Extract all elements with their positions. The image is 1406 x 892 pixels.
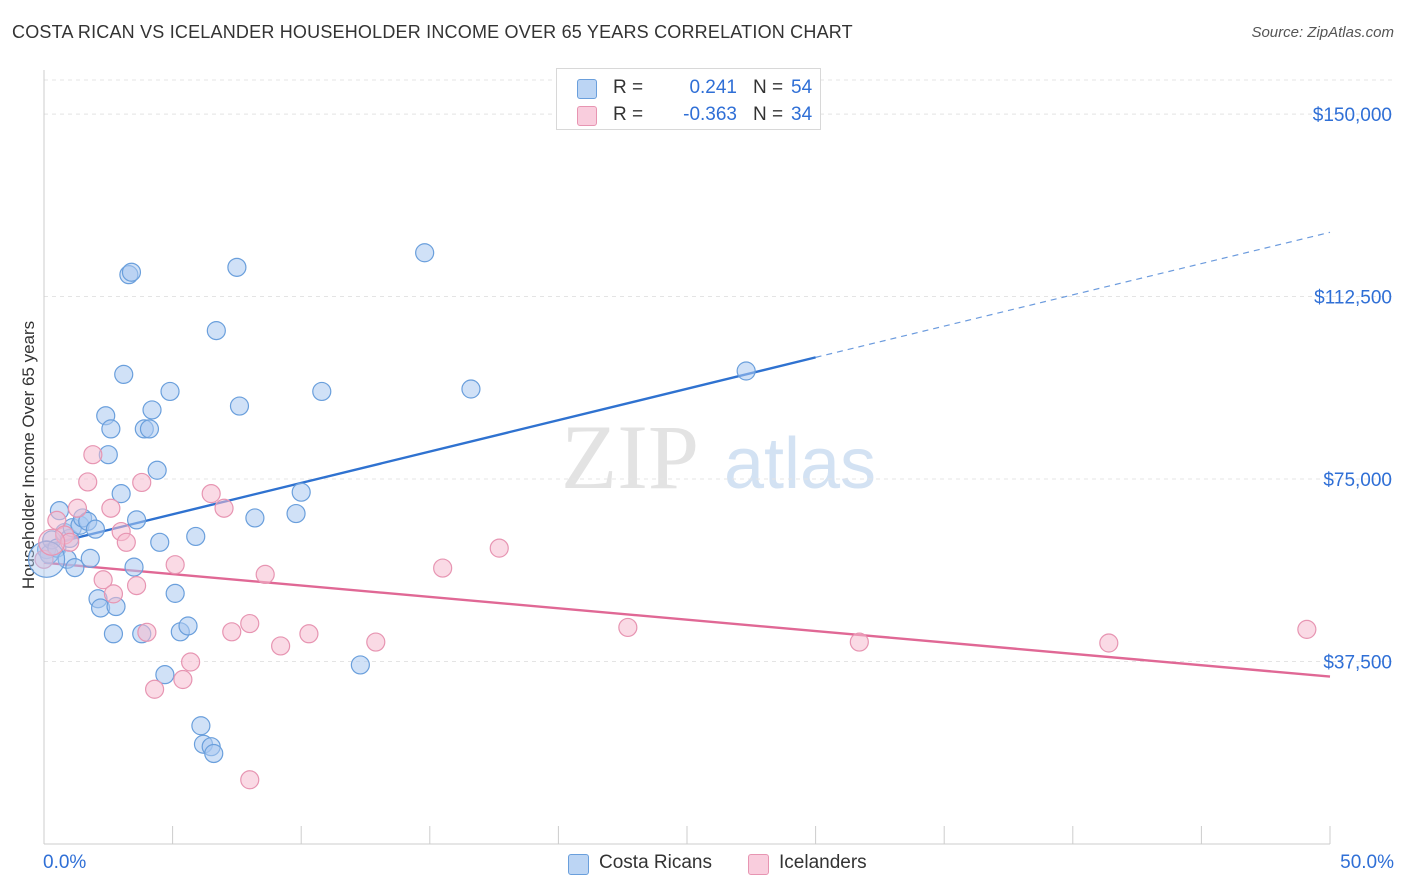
bottom-legend-label: Icelanders [779, 852, 867, 873]
icelanders-point [1297, 619, 1317, 639]
watermark: ZIP atlas [561, 406, 876, 508]
costa-ricans-point [147, 460, 167, 480]
y-tick-labels: $37,500 $75,000 $112,500 $150,000 [1313, 105, 1392, 673]
icelanders-point [116, 532, 136, 552]
icelanders-point [83, 445, 103, 465]
icelanders-point [1099, 633, 1119, 653]
source-label: Source: ZipAtlas.com [1251, 24, 1394, 41]
y-tick-label: $37,500 [1323, 653, 1392, 674]
icelanders-point [299, 624, 319, 644]
icelanders-point [849, 632, 869, 652]
icelanders-point [93, 570, 113, 590]
costa-ricans-point [461, 379, 481, 399]
icelanders-point [489, 538, 509, 558]
trend-lines [43, 231, 1331, 678]
costa-ricans-point [736, 361, 756, 381]
icelanders-point [201, 484, 221, 504]
costa-ricans-point [291, 482, 311, 502]
icelanders-point [101, 498, 121, 518]
costa-ricans-point [204, 743, 224, 764]
icelanders-point [255, 564, 275, 585]
legend-n-value: 54 [791, 77, 813, 98]
y-tick-label: $150,000 [1313, 105, 1392, 126]
costa-ricans-point [178, 616, 198, 636]
icelanders-point [78, 472, 98, 492]
bottom-legend-swatch-blue [568, 854, 589, 875]
y-tick-label: $75,000 [1323, 470, 1392, 491]
correlation-legend: R = 0.241 N = 54 R = -0.363 N = 34 [556, 68, 821, 130]
costa-ricans-point [101, 419, 121, 439]
costa-ricans-point [415, 243, 435, 263]
x-tick-label-max: 50.0% [1340, 852, 1394, 873]
icelanders-point [433, 558, 453, 578]
icelanders-point [222, 622, 242, 642]
gridlines [44, 79, 1394, 663]
costa-ricans-point [103, 624, 124, 644]
trend-line-costa-ricans-extension [815, 231, 1331, 358]
costa-ricans-point [121, 262, 142, 282]
costa-ricans-point [111, 484, 131, 504]
costa-ricans-point [114, 364, 134, 385]
costa-ricans-point [191, 716, 211, 736]
icelanders-point [618, 617, 638, 638]
costa-ricans-point [286, 503, 306, 524]
costa-ricans-point [245, 508, 265, 528]
legend-n-label: N = [753, 77, 784, 98]
bottom-legend-swatch-pink [748, 854, 769, 875]
icelanders-point [137, 622, 157, 642]
icelanders-point [366, 632, 386, 652]
costa-ricans-point [227, 257, 247, 277]
costa-ricans-point [80, 548, 100, 568]
icelanders-point [240, 613, 260, 634]
icelanders-point [60, 532, 80, 552]
icelanders-point [214, 498, 234, 518]
y-tick-label: $112,500 [1314, 288, 1392, 309]
legend-r-label: R = [613, 104, 644, 125]
costa-ricans-point [139, 419, 160, 439]
costa-ricans-point [206, 321, 226, 341]
bottom-legend-label: Costa Ricans [599, 852, 712, 873]
legend-swatch-blue [577, 79, 597, 99]
costa-ricans-point [312, 381, 332, 402]
costa-ricans-point [142, 400, 162, 420]
costa-ricans-point [160, 381, 180, 402]
costa-ricans-point [350, 655, 370, 675]
trend-line-icelanders [43, 561, 1331, 678]
axes [43, 70, 1331, 845]
watermark-zip: ZIP [561, 406, 699, 508]
costa-ricans-point [126, 510, 147, 530]
costa-ricans-point [124, 557, 144, 577]
costa-ricans-point [229, 396, 250, 416]
icelanders-point [132, 472, 152, 493]
watermark-atlas: atlas [724, 424, 876, 504]
icelanders-point [240, 770, 260, 790]
legend-n-label: N = [753, 104, 784, 125]
chart-title: COSTA RICAN VS ICELANDER HOUSEHOLDER INC… [12, 22, 853, 42]
icelanders-point [271, 636, 291, 656]
icelanders-point [67, 498, 88, 518]
legend-r-label: R = [613, 77, 644, 98]
costa-ricans-point [186, 526, 206, 547]
icelanders-point [103, 584, 124, 604]
costa-ricans-point [150, 532, 170, 552]
icelanders-cluster-point [38, 528, 66, 556]
legend-r-value: 0.241 [689, 77, 737, 98]
costa-ricans-point [85, 519, 106, 539]
legend-n-value: 34 [791, 104, 813, 125]
costa-ricans-point [155, 665, 175, 685]
data-points [27, 243, 1317, 790]
x-tick-label-min: 0.0% [43, 852, 87, 873]
icelanders-point [144, 679, 165, 699]
legend-swatch-pink [577, 106, 597, 126]
costa-ricans-point [65, 557, 85, 578]
icelanders-point [173, 669, 193, 690]
costa-ricans-point [165, 583, 185, 603]
icelanders-point [165, 555, 185, 575]
costa-ricans-cluster-point [27, 540, 66, 578]
icelanders-point [126, 576, 147, 596]
legend-r-value: -0.363 [683, 104, 737, 125]
trend-line-costa-ricans [43, 356, 816, 547]
icelanders-point [181, 652, 201, 672]
